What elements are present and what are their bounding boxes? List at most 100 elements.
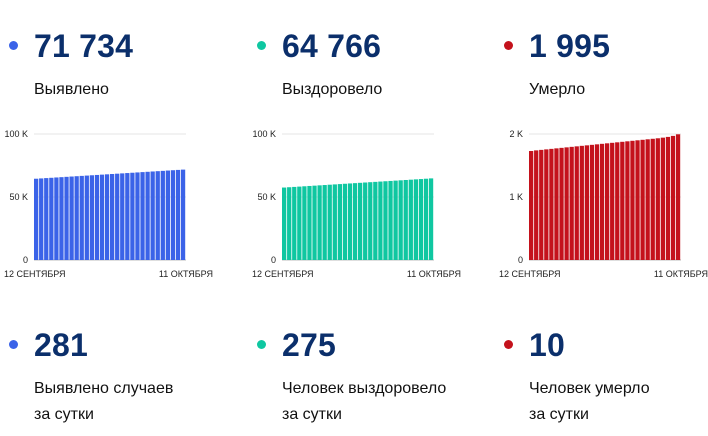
bar — [574, 146, 579, 260]
recovered-daily-dot — [257, 340, 266, 349]
bar — [569, 146, 574, 260]
detected-chart: 0 50 K 100 K 12 СЕНТЯБРЯ 11 ОКТЯБРЯ — [4, 129, 213, 279]
bar — [342, 183, 348, 260]
y-tick-label: 100 K — [4, 129, 28, 139]
bar — [322, 185, 327, 260]
bar — [579, 145, 584, 260]
bar — [155, 171, 160, 260]
y-tick-label: 1 K — [509, 192, 523, 202]
bar — [94, 174, 100, 260]
bar — [594, 144, 600, 260]
bar — [660, 137, 665, 260]
bar — [529, 151, 534, 260]
bar — [640, 139, 645, 260]
bar — [630, 140, 635, 260]
bar — [368, 182, 373, 260]
recovered-total-label: Выздоровело — [282, 81, 383, 98]
bar — [69, 176, 74, 260]
x-end-label: 11 ОКТЯБРЯ — [407, 269, 461, 279]
bar — [665, 136, 671, 260]
y-tick-label: 50 K — [9, 192, 28, 202]
bar — [610, 142, 615, 260]
bar — [605, 143, 610, 260]
recovered-chart: 0 50 K 100 K 12 СЕНТЯБРЯ 11 ОКТЯБРЯ — [252, 129, 461, 279]
bar — [559, 147, 564, 260]
x-start-label: 12 СЕНТЯБРЯ — [499, 269, 561, 279]
bar — [64, 176, 69, 260]
bar — [675, 134, 681, 260]
bar — [145, 171, 150, 260]
bar — [388, 180, 393, 260]
recovered-daily-value: 275 — [282, 327, 336, 363]
x-end-label: 11 ОКТЯБРЯ — [654, 269, 708, 279]
bar — [539, 149, 544, 260]
bar — [150, 171, 155, 260]
recovered-daily-label-line1: Человек выздоровело — [282, 380, 447, 397]
bar — [589, 144, 595, 260]
bar — [347, 183, 353, 260]
bar — [135, 172, 140, 260]
detected-daily-value: 281 — [34, 327, 88, 363]
bar — [110, 174, 115, 260]
bar — [413, 179, 418, 260]
bar — [160, 170, 165, 260]
deaths-dot — [504, 41, 513, 50]
bar — [140, 172, 145, 260]
bar — [287, 187, 292, 260]
bar — [554, 148, 559, 260]
bar — [312, 185, 317, 260]
bar — [428, 178, 434, 260]
detected-daily-label-line1: Выявлено случаев — [34, 380, 174, 397]
bar — [625, 141, 630, 260]
bar — [327, 184, 332, 260]
bar — [165, 170, 170, 260]
bar — [564, 147, 569, 260]
bar — [104, 174, 110, 260]
bar — [130, 172, 135, 260]
deaths-daily-label-line1: Человек умерло — [529, 380, 650, 397]
x-start-label: 12 СЕНТЯБРЯ — [252, 269, 314, 279]
bar — [363, 182, 368, 260]
bar — [670, 135, 676, 260]
bar — [115, 173, 120, 260]
bar — [74, 176, 79, 260]
bar — [180, 169, 186, 260]
bar — [297, 186, 302, 260]
detected-total-value: 71 734 — [34, 28, 134, 64]
bar — [54, 177, 59, 260]
bar — [383, 181, 388, 260]
bar — [650, 138, 655, 260]
bar — [317, 185, 322, 260]
bar — [282, 187, 287, 260]
bar — [44, 178, 49, 260]
deaths-daily-label-line2: за сутки — [529, 406, 589, 423]
x-end-label: 11 ОКТЯБРЯ — [159, 269, 213, 279]
detected-dot — [9, 41, 18, 50]
y-tick-label: 100 K — [252, 129, 276, 139]
bar — [408, 179, 413, 260]
recovered-daily-label-line2: за сутки — [282, 406, 342, 423]
recovered-dot — [257, 41, 266, 50]
bar — [332, 184, 337, 260]
bar — [79, 175, 84, 260]
bar — [39, 178, 44, 260]
bar — [378, 181, 383, 260]
bar — [352, 183, 358, 260]
bar — [423, 178, 429, 260]
detected-total-label: Выявлено — [34, 81, 109, 98]
bar — [89, 175, 94, 260]
y-tick-label: 0 — [23, 255, 28, 265]
bar — [175, 169, 181, 260]
bar — [292, 186, 297, 260]
bar — [302, 186, 307, 260]
deaths-daily-value: 10 — [529, 327, 565, 363]
bar — [99, 174, 105, 260]
column-recovered: 64 766 Выздоровело 0 50 K 100 K 12 СЕНТЯБРЯ… — [248, 0, 484, 436]
bar — [337, 184, 342, 260]
bar — [398, 180, 403, 260]
bar — [49, 177, 54, 260]
column-deaths: 1 995 Умерло 0 1 K 2 K 12 СЕНТЯБРЯ 11 ОКТЯБР… — [495, 0, 708, 436]
deaths-chart: 0 1 K 2 K 12 СЕНТЯБРЯ 11 ОКТЯБРЯ — [499, 129, 708, 279]
bar — [393, 180, 398, 260]
